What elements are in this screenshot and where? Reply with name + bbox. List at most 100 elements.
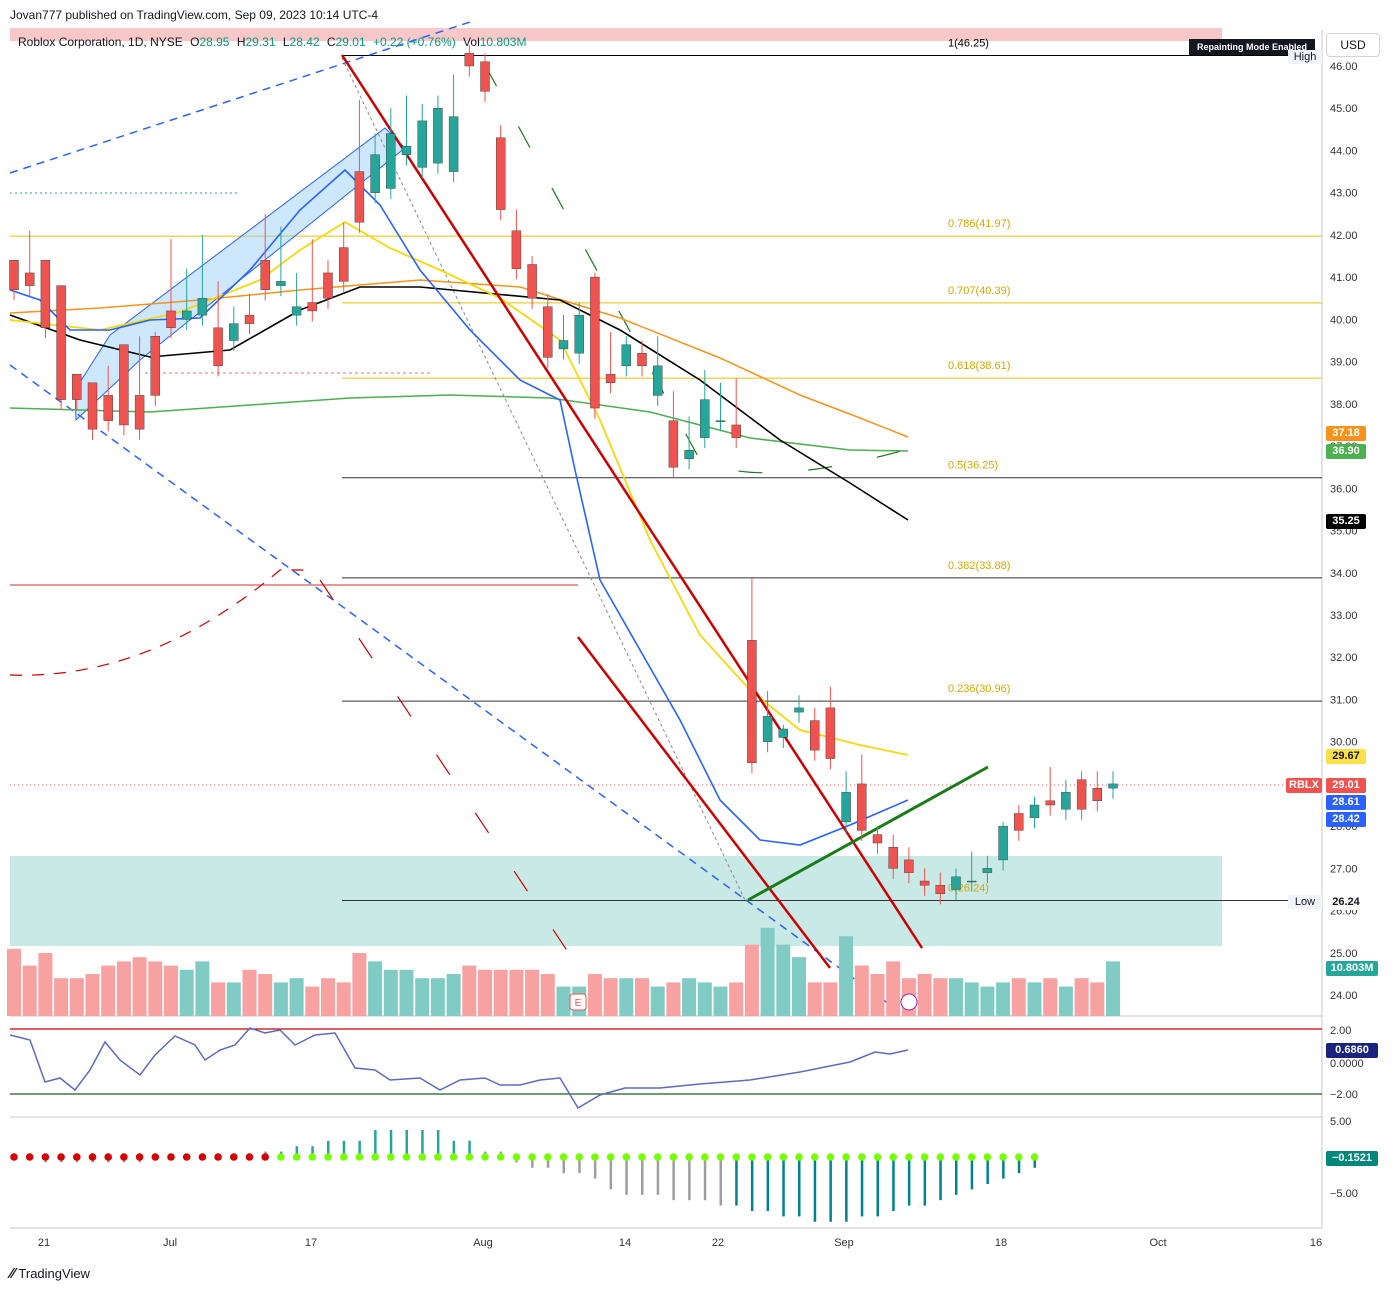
price-axis-tick: 43.00 xyxy=(1330,188,1358,200)
volume-bar xyxy=(179,969,194,1016)
histogram-bar xyxy=(719,1157,722,1206)
volume-bar xyxy=(116,961,131,1016)
candle-body xyxy=(653,365,663,396)
volume-bar xyxy=(949,978,963,1016)
ma-black xyxy=(9,286,909,521)
histogram-dot xyxy=(402,1153,411,1161)
candle-body xyxy=(40,260,51,329)
candle-body xyxy=(433,108,443,164)
candle-body xyxy=(213,327,223,367)
blue-dashed-trendline xyxy=(9,21,471,174)
volume-bar xyxy=(619,978,634,1016)
histogram-dot xyxy=(449,1153,458,1161)
time-axis-tick: Aug xyxy=(473,1237,493,1249)
tradingview-logo[interactable]: ⁄⁄ TradingView xyxy=(10,1265,90,1282)
histogram-bar xyxy=(295,1146,299,1157)
currency-button[interactable]: USD xyxy=(1326,33,1380,57)
histogram-dot xyxy=(701,1153,709,1161)
candle-body xyxy=(951,876,961,890)
histogram-dot xyxy=(418,1153,427,1161)
histogram-dot xyxy=(858,1153,866,1161)
histogram-bar xyxy=(907,1157,911,1206)
volume-bar xyxy=(258,974,273,1016)
earnings-marker xyxy=(569,993,587,1011)
histogram-bar xyxy=(939,1157,942,1201)
histogram-dot xyxy=(25,1153,34,1161)
histogram-bar xyxy=(374,1130,377,1157)
candle-body xyxy=(354,171,365,223)
price-label-29-01: 29.01 xyxy=(1326,778,1366,793)
candle-body xyxy=(339,247,349,282)
price-axis-tick: 32.00 xyxy=(1330,652,1358,664)
candle-body xyxy=(684,450,694,459)
price-label-35-25: 35.25 xyxy=(1326,514,1366,529)
volume-bar xyxy=(603,978,618,1016)
repainting-badge: Repainting Mode Enabled xyxy=(1189,39,1315,55)
ma-green xyxy=(9,394,909,452)
candle-body xyxy=(731,424,741,438)
candle-body xyxy=(9,260,19,291)
volume-bar xyxy=(1043,978,1058,1016)
histogram-dot xyxy=(732,1153,740,1161)
histogram-dot xyxy=(10,1153,18,1161)
close-value: 29.01 xyxy=(335,35,366,49)
volume-bar xyxy=(321,978,335,1016)
volume-bar xyxy=(289,978,304,1016)
histogram-dot xyxy=(261,1153,270,1161)
histogram-dot xyxy=(496,1153,505,1161)
histogram-bar xyxy=(813,1157,817,1222)
volume-bar xyxy=(666,982,681,1016)
oscillator-price-label: 0.6860 xyxy=(1326,1043,1378,1058)
histogram-bar xyxy=(672,1157,675,1201)
candle-body xyxy=(778,728,788,738)
high-value: 29.31 xyxy=(245,35,276,49)
histogram-dot xyxy=(339,1153,348,1161)
price-axis-tick: 33.00 xyxy=(1330,610,1358,622)
candle-body xyxy=(417,120,427,168)
volume-bar xyxy=(54,978,69,1016)
histogram-dot xyxy=(873,1153,882,1161)
candle-body xyxy=(197,298,208,316)
histogram-bar xyxy=(876,1157,879,1217)
volume-bar xyxy=(697,982,712,1016)
volume-bar xyxy=(336,982,351,1016)
candle-body xyxy=(527,264,537,299)
volume-bar xyxy=(273,982,288,1016)
histogram-dot xyxy=(999,1153,1007,1161)
histogram-bar xyxy=(1017,1157,1021,1174)
time-axis-tick: 18 xyxy=(995,1237,1007,1249)
volume-bar xyxy=(69,978,84,1016)
candle-body xyxy=(72,374,82,400)
rblx-symbol-tag: RBLX xyxy=(1286,778,1322,793)
volume-bar xyxy=(744,944,759,1016)
time-axis-tick: 17 xyxy=(305,1237,317,1249)
volume-bar xyxy=(493,969,508,1016)
tv-brand: TradingView xyxy=(18,1266,90,1281)
histogram-bar xyxy=(766,1157,770,1211)
candle-body xyxy=(747,640,757,763)
histogram-dot xyxy=(1030,1153,1039,1161)
volume-bar xyxy=(7,948,21,1016)
fib-level-label: 0.5(36.25) xyxy=(948,460,998,472)
ohlc-legend: Roblox Corporation, 1D, NYSE O28.95 H29.… xyxy=(18,35,526,49)
candle-body xyxy=(244,314,255,324)
volume-bar xyxy=(1027,982,1042,1016)
histogram-bar xyxy=(782,1157,785,1217)
histogram-dot xyxy=(685,1153,693,1161)
candle-body xyxy=(935,885,945,894)
candle-body xyxy=(1108,783,1118,789)
histogram-dot xyxy=(182,1153,191,1161)
volume-bar xyxy=(211,982,226,1016)
histogram-dot xyxy=(779,1153,788,1161)
histogram-bar xyxy=(468,1140,471,1157)
candle-body xyxy=(1092,787,1103,802)
histogram-bar xyxy=(641,1157,644,1195)
volume-bar xyxy=(556,986,571,1016)
candle-body xyxy=(166,310,176,329)
histogram-dot xyxy=(245,1153,254,1161)
volume-bar xyxy=(635,978,649,1016)
price-axis-tick: 45.00 xyxy=(1330,103,1358,115)
histogram-bar xyxy=(421,1130,424,1157)
volume-bar xyxy=(964,982,979,1016)
